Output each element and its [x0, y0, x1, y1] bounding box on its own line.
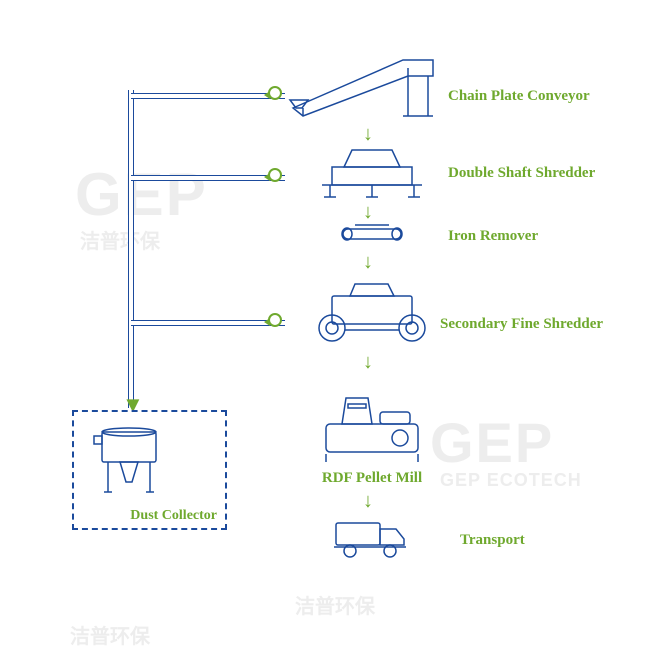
conveyor-label: Chain Plate Conveyor — [448, 88, 590, 105]
shredder2-label: Secondary Fine Shredder — [440, 316, 603, 333]
dust-collector-icon — [84, 422, 184, 502]
pipe-valve-3 — [268, 313, 282, 327]
arrow-5: ↓ — [363, 490, 373, 513]
pipe-valve-2 — [268, 168, 282, 182]
stage-shredder2 — [310, 282, 435, 344]
pipe-valve-1 — [268, 86, 282, 100]
pipe-tap-3 — [131, 320, 285, 326]
watermark-logo: GEP — [75, 160, 208, 229]
watermark-cn-1: 洁普环保 — [80, 225, 160, 254]
watermark-logo-2: GEP — [430, 410, 554, 475]
iron-remover-label: Iron Remover — [448, 228, 538, 245]
watermark-cn-2: 洁普环保 — [295, 590, 375, 619]
stage-transport — [332, 515, 412, 560]
transport-icon — [332, 515, 412, 560]
stage-shredder1 — [312, 145, 432, 200]
pipe-tap-2 — [131, 175, 285, 181]
arrow-1: ↓ — [363, 123, 373, 146]
watermark-sub: GEP ECOTECH — [440, 470, 582, 491]
arrow-3: ↓ — [363, 251, 373, 274]
pipe-main-vertical — [128, 90, 134, 408]
stage-iron — [335, 223, 410, 248]
pipe-tap-1 — [131, 93, 285, 99]
pellet-mill-icon — [318, 392, 428, 464]
shredder1-icon — [312, 145, 432, 200]
arrow-2: ↓ — [363, 201, 373, 224]
pellet-mill-label: RDF Pellet Mill — [292, 470, 452, 487]
dust-collector-label: Dust Collector — [130, 508, 217, 524]
shredder2-icon — [310, 282, 435, 344]
transport-label: Transport — [460, 532, 525, 549]
stage-conveyor — [285, 48, 440, 118]
arrow-4: ↓ — [363, 351, 373, 374]
shredder1-label: Double Shaft Shredder — [448, 165, 595, 182]
stage-pellet — [318, 392, 428, 464]
conveyor-icon — [285, 48, 440, 118]
iron-remover-icon — [335, 223, 410, 248]
watermark-cn-3: 洁普环保 — [70, 620, 150, 649]
dust-collector-box: Dust Collector — [72, 410, 227, 530]
